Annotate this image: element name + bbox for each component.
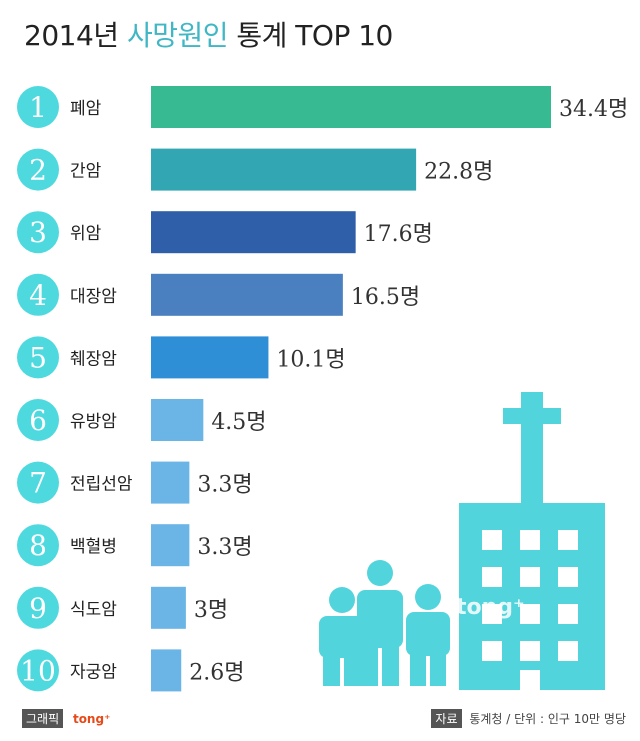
hospital-cross-stem <box>521 392 543 442</box>
bar <box>151 524 190 567</box>
rank-badge <box>17 336 59 379</box>
hospital-door <box>520 670 540 690</box>
value-label: 2.6명 <box>189 660 244 685</box>
rank-number: 2 <box>29 154 47 187</box>
person-body <box>319 616 365 658</box>
title-accent: 사망원인 <box>126 19 229 52</box>
rank-number: 5 <box>29 341 47 374</box>
rank-badge <box>17 273 59 316</box>
title-rest: 통계 TOP 10 <box>236 19 393 52</box>
watermark-logo: tong⁺ <box>456 595 525 620</box>
rank-number: 7 <box>29 467 47 500</box>
person-leg <box>382 644 399 686</box>
person-leg <box>361 644 378 686</box>
value-label: 22.8명 <box>424 160 493 185</box>
footer-credit: 그래픽 tong⁺ <box>22 709 110 728</box>
hospital-window <box>558 641 578 661</box>
person-leg <box>344 654 361 686</box>
chart-bars: 1 폐암 34.4명 2 간암 22.8명 3 위암 17.6명 4 대장암 16.5명 5 췌장암 10.… <box>17 86 628 692</box>
category-label: 대장암 <box>70 287 117 307</box>
hospital-window <box>482 530 502 550</box>
hospital-window <box>558 530 578 550</box>
bar <box>151 461 190 504</box>
page-title: 2014년 사망원인 통계 TOP 10 <box>24 14 393 54</box>
value-label: 4.5명 <box>211 410 266 435</box>
rank-number: 8 <box>29 529 47 562</box>
hospital-family-illustration <box>319 392 605 690</box>
title-year: 2014년 <box>24 19 119 52</box>
rank-number: 10 <box>20 654 56 687</box>
hospital-window <box>558 567 578 587</box>
hospital-window <box>520 567 540 587</box>
source-tag: 자료 <box>431 709 462 728</box>
bar <box>151 273 343 316</box>
person-head <box>329 587 355 613</box>
person-head <box>415 584 441 610</box>
hospital-window <box>520 530 540 550</box>
rank-number: 3 <box>29 216 47 249</box>
hospital-window <box>482 604 502 624</box>
bar <box>151 649 182 692</box>
category-label: 폐암 <box>70 99 102 119</box>
hospital-window <box>482 641 502 661</box>
value-label: 3명 <box>194 598 228 623</box>
rank-badge <box>17 86 59 128</box>
hospital-window <box>558 604 578 624</box>
bar <box>151 336 269 379</box>
rank-badge <box>17 148 59 191</box>
rank-badge <box>17 649 59 692</box>
category-label: 췌장암 <box>70 349 117 369</box>
person-head <box>367 560 393 586</box>
bar <box>151 399 204 441</box>
person-leg <box>430 652 446 686</box>
value-label: 3.3명 <box>197 473 252 498</box>
rank-badge <box>17 586 59 629</box>
person-leg <box>323 654 340 686</box>
person-body <box>357 590 403 648</box>
rank-number: 1 <box>29 91 47 124</box>
rank-number: 9 <box>29 592 47 625</box>
rank-number: 4 <box>29 279 47 312</box>
graphic-tag: 그래픽 <box>22 709 64 728</box>
bar <box>151 211 356 254</box>
value-label: 10.1명 <box>276 347 345 372</box>
person-body <box>406 612 450 656</box>
rank-badge <box>17 524 59 567</box>
hospital-tower <box>521 440 543 503</box>
rank-number: 6 <box>29 404 47 437</box>
hospital-window <box>482 567 502 587</box>
rank-badge <box>17 211 59 254</box>
value-label: 17.6명 <box>364 222 433 247</box>
category-label: 백혈병 <box>70 537 117 557</box>
category-label: 전립선암 <box>70 475 133 495</box>
value-label: 34.4명 <box>559 97 628 122</box>
value-label: 16.5명 <box>351 285 420 310</box>
bar <box>151 148 417 191</box>
category-label: 간암 <box>70 162 102 182</box>
category-label: 유방암 <box>70 412 117 432</box>
rank-badge <box>17 399 59 441</box>
category-label: 식도암 <box>70 600 117 620</box>
person-leg <box>410 652 426 686</box>
category-label: 자궁암 <box>70 662 117 682</box>
hospital-window <box>520 604 540 624</box>
category-label: 위암 <box>70 224 102 244</box>
footer-source: 자료 통계청 / 단위 : 인구 10만 명당 <box>431 709 626 728</box>
rank-badge <box>17 461 59 504</box>
brand-logo: tong⁺ <box>72 712 111 726</box>
source-text: 통계청 / 단위 : 인구 10만 명당 <box>469 712 626 726</box>
bar <box>151 86 551 128</box>
hospital-window <box>520 641 540 661</box>
bar <box>151 586 186 629</box>
value-label: 3.3명 <box>197 535 252 560</box>
